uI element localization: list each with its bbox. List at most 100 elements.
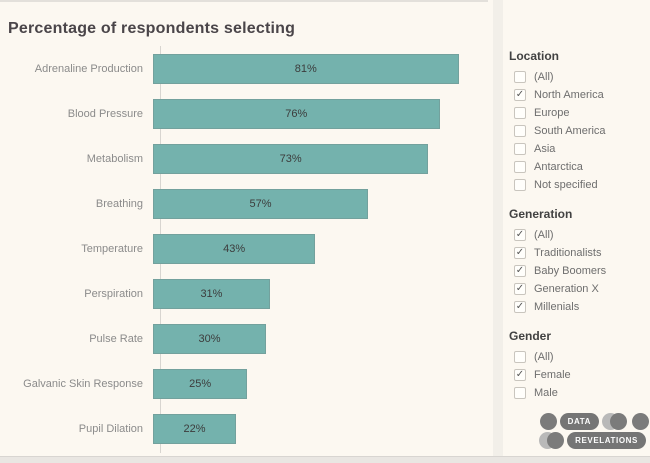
- bar-value-label: 43%: [223, 242, 246, 255]
- checkbox[interactable]: [514, 351, 526, 363]
- bar-value-label: 31%: [200, 287, 223, 300]
- bar-row: Blood Pressure 76%: [0, 91, 488, 136]
- filter-option[interactable]: Male: [507, 384, 649, 402]
- bar-value-label: 76%: [285, 107, 308, 120]
- filter-option-label: Asia: [534, 143, 556, 155]
- bar-value-label: 73%: [279, 152, 302, 165]
- filter-option[interactable]: ✓ North America: [507, 86, 649, 104]
- filter-section-location: Location (All) ✓ North America Europe So…: [507, 49, 649, 194]
- data-revelations-logo: DATA REVELATIONS: [531, 413, 649, 449]
- category-label: Pupil Dilation: [78, 422, 143, 435]
- checkmark-icon: ✓: [515, 89, 525, 100]
- filter-option[interactable]: ✓ Millenials: [507, 298, 649, 316]
- bar[interactable]: 25%: [153, 368, 248, 399]
- filter-section-gender: Gender (All) ✓ Female Male: [507, 329, 649, 402]
- checkmark-icon: ✓: [515, 283, 525, 294]
- panel-divider: [493, 0, 503, 456]
- bar-row: Galvanic Skin Response 25%: [0, 361, 488, 406]
- category-label: Temperature: [81, 242, 143, 255]
- bar-value-label: 25%: [189, 377, 212, 390]
- filter-option-label: Male: [534, 387, 558, 399]
- bar-track: 76%: [153, 98, 480, 129]
- bar-track: 81%: [153, 53, 480, 84]
- checkbox[interactable]: [514, 71, 526, 83]
- bar-track: 31%: [153, 278, 480, 309]
- checkmark-icon: ✓: [515, 229, 525, 240]
- category-label: Galvanic Skin Response: [23, 377, 143, 390]
- filter-option[interactable]: ✓ Traditionalists: [507, 244, 649, 262]
- bar[interactable]: 22%: [153, 413, 236, 444]
- bar[interactable]: 57%: [153, 188, 368, 219]
- filter-option[interactable]: Antarctica: [507, 158, 649, 176]
- bar-value-label: 81%: [294, 62, 317, 75]
- checkmark-icon: ✓: [515, 265, 525, 276]
- filter-option[interactable]: South America: [507, 122, 649, 140]
- checkbox[interactable]: ✓: [514, 265, 526, 277]
- bar-track: 25%: [153, 368, 480, 399]
- filter-option[interactable]: (All): [507, 348, 649, 366]
- logo-dot-icon: [610, 413, 627, 430]
- bar-row: Perspiration 31%: [0, 271, 488, 316]
- filter-option[interactable]: (All): [507, 68, 649, 86]
- filter-option[interactable]: ✓ Female: [507, 366, 649, 384]
- filter-option[interactable]: Asia: [507, 140, 649, 158]
- category-label: Adrenaline Production: [34, 62, 143, 75]
- filter-option[interactable]: ✓ (All): [507, 226, 649, 244]
- category-label: Metabolism: [86, 152, 143, 165]
- filter-option-label: Traditionalists: [534, 247, 602, 259]
- filter-option-label: (All): [534, 71, 554, 83]
- checkbox[interactable]: [514, 179, 526, 191]
- logo-row: REVELATIONS: [539, 432, 649, 449]
- checkbox[interactable]: [514, 107, 526, 119]
- bar-row: Metabolism 73%: [0, 136, 488, 181]
- bar-value-label: 57%: [249, 197, 272, 210]
- bar-track: 22%: [153, 413, 480, 444]
- filter-option-label: Europe: [534, 107, 570, 119]
- bar[interactable]: 30%: [153, 323, 267, 354]
- checkbox[interactable]: [514, 143, 526, 155]
- bar-row: Adrenaline Production 81%: [0, 46, 488, 91]
- checkbox[interactable]: [514, 125, 526, 137]
- filter-option-label: (All): [534, 229, 554, 241]
- filter-option[interactable]: ✓ Baby Boomers: [507, 262, 649, 280]
- filter-option-label: Generation X: [534, 283, 599, 295]
- logo-dot-icon: [547, 432, 565, 449]
- bar[interactable]: 73%: [153, 143, 429, 174]
- bar-chart: Adrenaline Production 81% Blood Pressure…: [0, 46, 488, 453]
- checkbox[interactable]: [514, 161, 526, 173]
- filter-title: Generation: [509, 207, 573, 221]
- checkmark-icon: ✓: [515, 301, 525, 312]
- filter-option-label: (All): [534, 351, 554, 363]
- bar-value-label: 22%: [183, 422, 206, 435]
- logo-dot-icon: [632, 413, 649, 430]
- logo-data-pill: DATA: [559, 413, 599, 430]
- logo-dot-icon: [539, 413, 557, 430]
- bar[interactable]: 31%: [153, 278, 270, 309]
- checkbox[interactable]: ✓: [514, 89, 526, 101]
- bar[interactable]: 76%: [153, 98, 440, 129]
- filter-panel: Location (All) ✓ North America Europe So…: [507, 0, 649, 415]
- bar-track: 43%: [153, 233, 480, 264]
- bar-track: 73%: [153, 143, 480, 174]
- filter-option[interactable]: ✓ Generation X: [507, 280, 649, 298]
- filter-option-label: Female: [534, 369, 571, 381]
- checkbox[interactable]: [514, 387, 526, 399]
- bar-track: 30%: [153, 323, 480, 354]
- filter-option-label: Baby Boomers: [534, 265, 607, 277]
- bar[interactable]: 81%: [153, 53, 459, 84]
- checkmark-icon: ✓: [515, 247, 525, 258]
- checkbox[interactable]: ✓: [514, 283, 526, 295]
- filter-option[interactable]: Not specified: [507, 176, 649, 194]
- checkbox[interactable]: ✓: [514, 229, 526, 241]
- checkbox[interactable]: ✓: [514, 301, 526, 313]
- filter-option-label: South America: [534, 125, 606, 137]
- bar-row: Pupil Dilation 22%: [0, 406, 488, 451]
- bar-row: Temperature 43%: [0, 226, 488, 271]
- bar[interactable]: 43%: [153, 233, 316, 264]
- filter-option[interactable]: Europe: [507, 104, 649, 122]
- filter-option-label: Millenials: [534, 301, 580, 313]
- checkbox[interactable]: ✓: [514, 369, 526, 381]
- dashboard-top-border: [0, 0, 488, 2]
- filter-option-label: Not specified: [534, 179, 598, 191]
- checkbox[interactable]: ✓: [514, 247, 526, 259]
